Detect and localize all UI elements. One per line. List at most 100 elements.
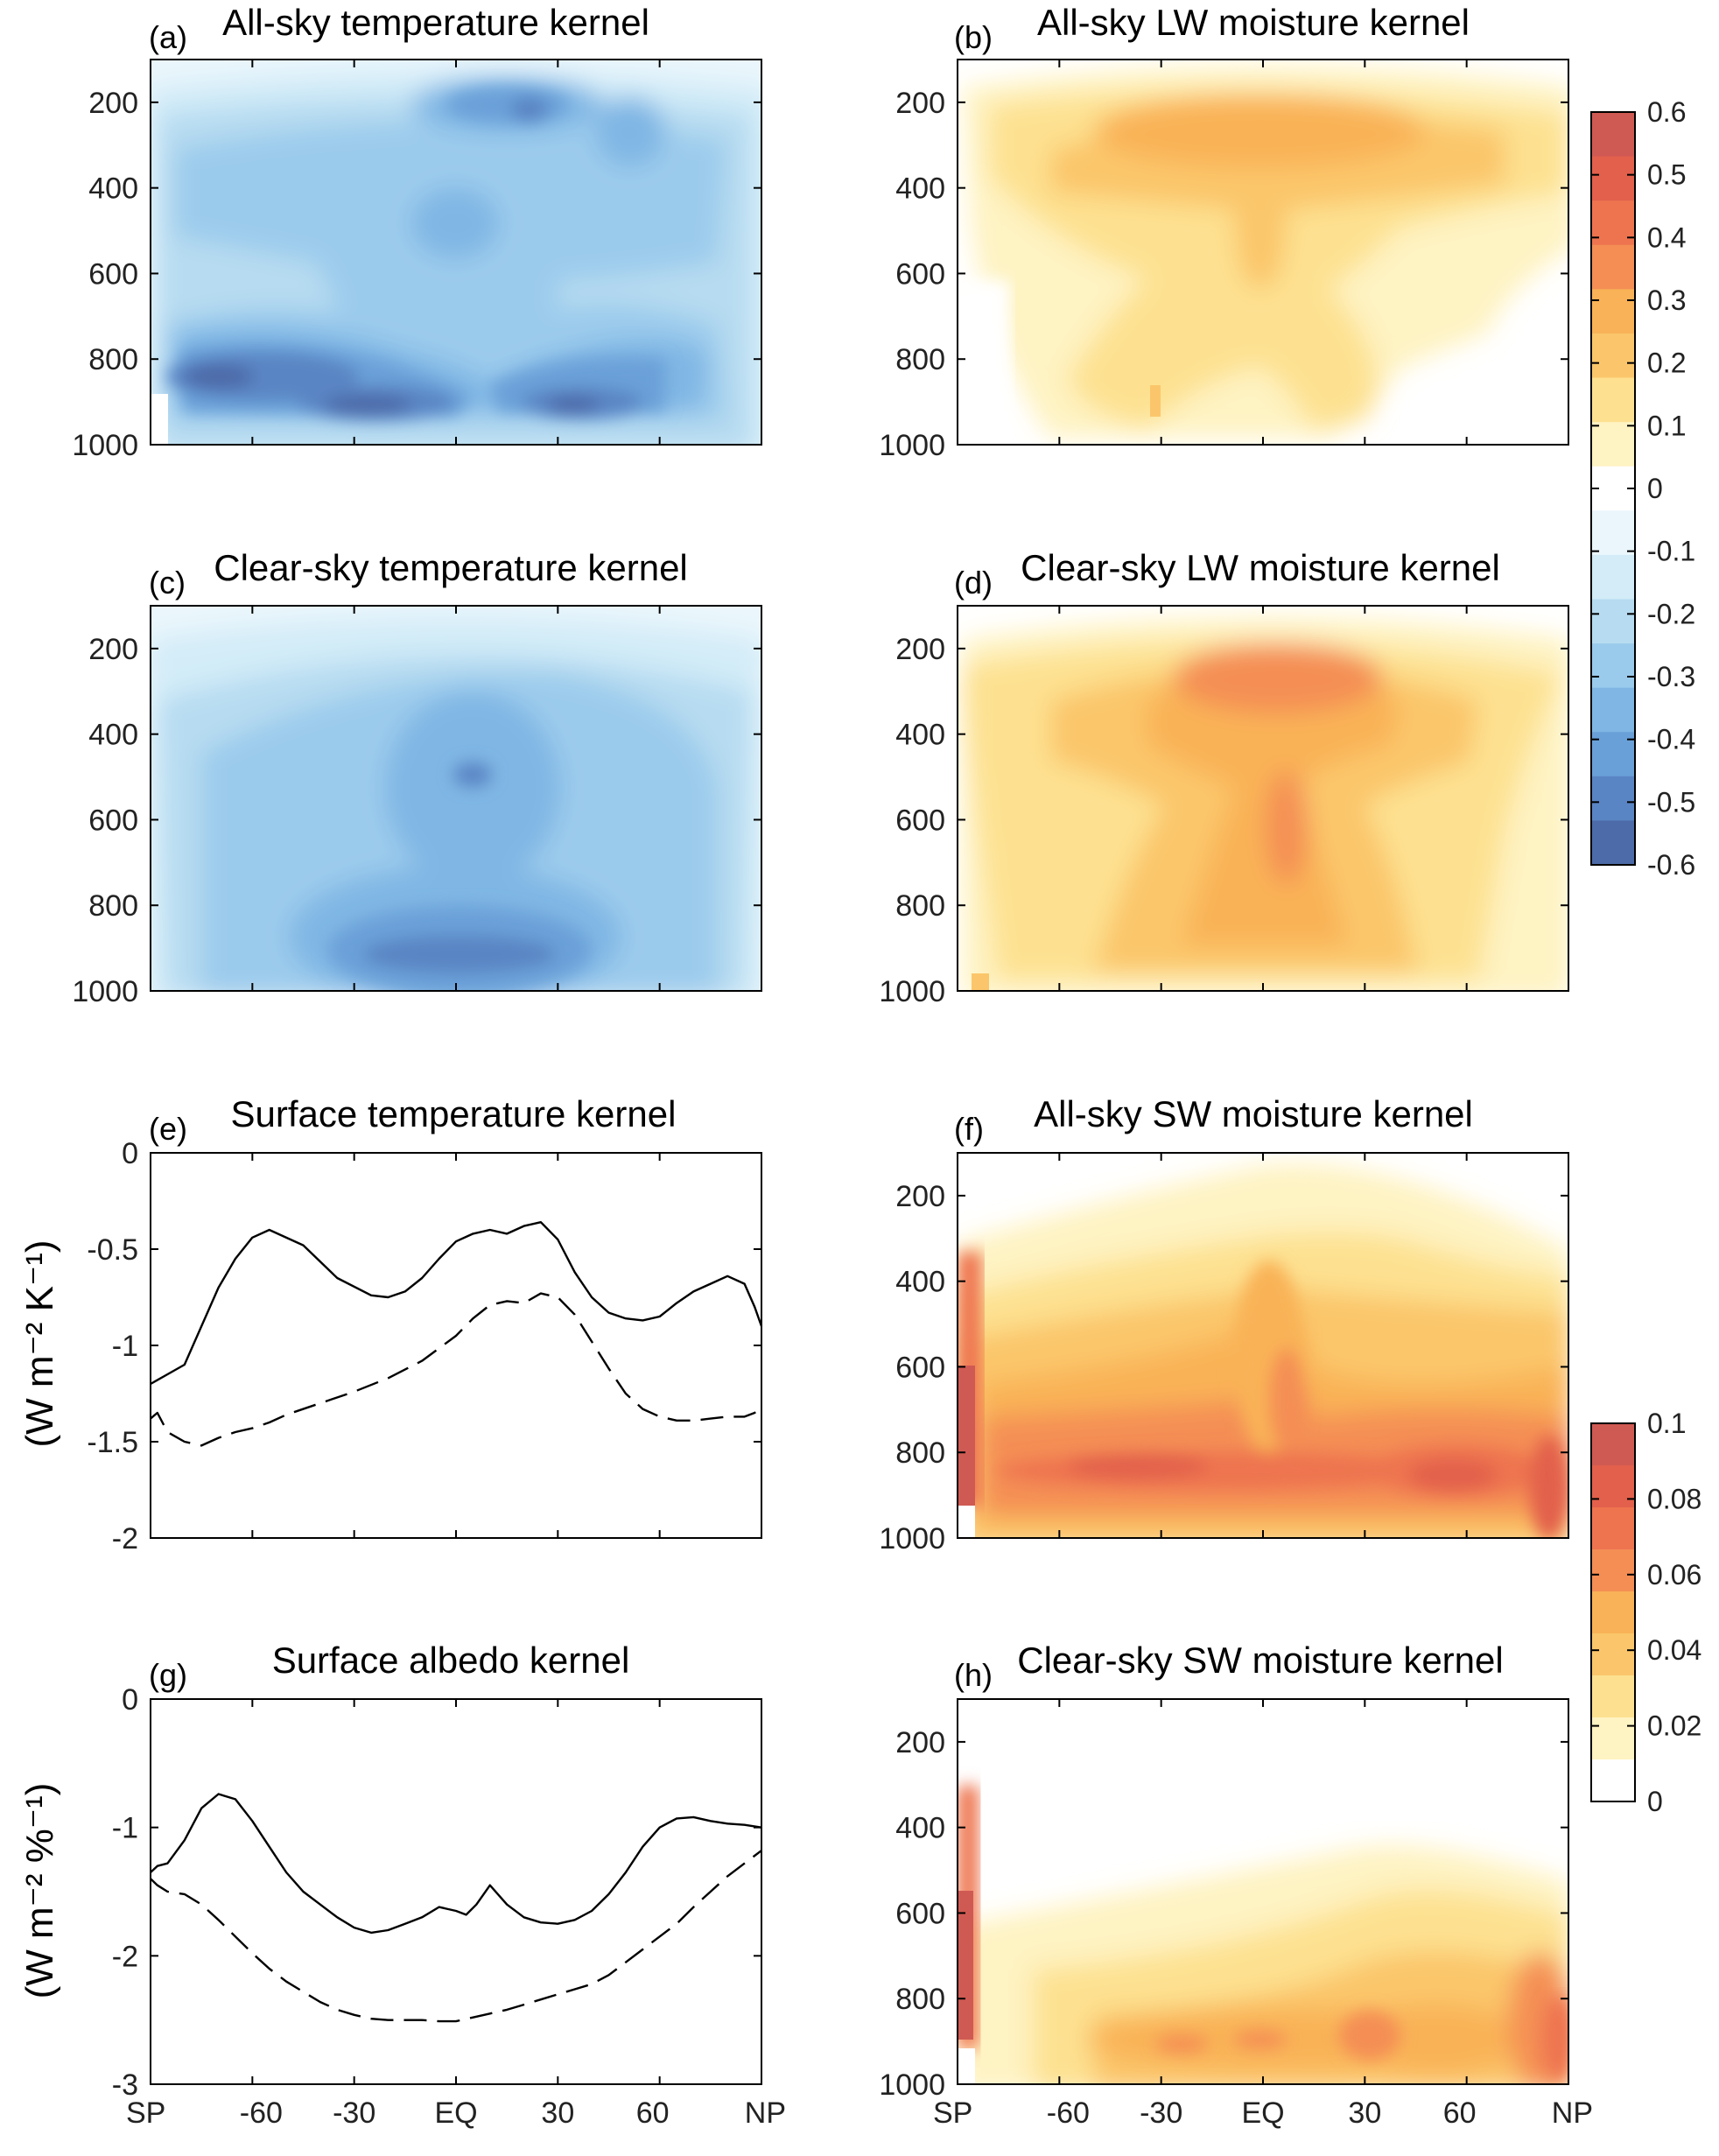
panel-a: (a) All-sky temperature kernel (72, 2, 762, 462)
x-tick-label: NP (1552, 2096, 1593, 2130)
y-tick-label: 400 (895, 719, 945, 752)
panel-d-label: (d) (954, 565, 993, 600)
colorbar-swatch (1591, 244, 1635, 290)
colorbar-tick-label: -0.3 (1647, 661, 1695, 692)
y-tick-label: 200 (895, 1726, 945, 1759)
colorbar-tick-label: -0.5 (1647, 786, 1695, 818)
colorbar-swatch (1591, 554, 1635, 600)
colorbar-swatch (1591, 1507, 1635, 1550)
colorbar-swatch (1591, 510, 1635, 556)
x-tick-label: 60 (1443, 2096, 1477, 2130)
y-tick-label: -0.5 (87, 1233, 138, 1267)
y-tick-label: 200 (895, 1180, 945, 1213)
panel-c-label: (c) (149, 565, 186, 600)
panel-g-xticks: SP -60 -30 EQ 30 60 NP (126, 1699, 786, 2130)
y-tick-label: 0 (122, 1683, 138, 1717)
colorbar-swatch (1591, 1591, 1635, 1634)
panel-g-label: (g) (149, 1657, 187, 1693)
y-tick-label: 1000 (879, 429, 945, 462)
x-tick-label: SP (933, 2096, 972, 2130)
panel-e-label: (e) (149, 1111, 187, 1147)
panel-h-heatmap (958, 1786, 1568, 2084)
panel-e-title: Surface temperature kernel (231, 1093, 677, 1134)
panel-h-label: (h) (954, 1657, 993, 1693)
panel-d-xticks (1058, 606, 1468, 991)
colorbar-swatch (1591, 1633, 1635, 1676)
y-tick-label: 200 (895, 87, 945, 120)
x-tick-label: -60 (240, 2096, 283, 2130)
x-tick-label: 60 (636, 2096, 670, 2130)
panel-f-heatmap (958, 1163, 1568, 1538)
colorbar-swatch (1591, 112, 1635, 158)
y-tick-label: 1000 (879, 1522, 945, 1556)
panel-d-title: Clear-sky LW moisture kernel (1021, 547, 1500, 588)
y-tick-label: 400 (88, 719, 138, 752)
colorbar-swatch (1591, 422, 1635, 467)
panel-a-title: All-sky temperature kernel (222, 2, 649, 43)
colorbar-swatch (1591, 1549, 1635, 1592)
panel-e: (e) Surface temperature kernel (W m⁻² K⁻… (18, 1093, 763, 1556)
y-tick-label: 800 (88, 343, 138, 376)
x-tick-label: EQ (434, 2096, 477, 2130)
colorbar-swatch (1591, 200, 1635, 246)
y-tick-label: 800 (895, 889, 945, 923)
y-tick-label: 0 (122, 1137, 138, 1170)
y-tick-label: 1000 (72, 975, 138, 1008)
panel-d: (d) Clear-sky LW moisture kernel 200 400 6… (879, 547, 1569, 1008)
panel-g-ylabel: (W m⁻² %⁻¹) (18, 1783, 61, 1999)
x-tick-label: 30 (1348, 2096, 1381, 2130)
colorbar-swatch (1591, 1465, 1635, 1508)
panel-b-title: All-sky LW moisture kernel (1037, 2, 1470, 43)
colorbar-swatch (1591, 333, 1635, 379)
x-tick-label: EQ (1241, 2096, 1284, 2130)
y-tick-label: 800 (88, 889, 138, 923)
colorbar-swatch (1591, 1675, 1635, 1718)
y-tick-label: 400 (88, 172, 138, 206)
y-tick-label: 400 (895, 172, 945, 206)
y-tick-label: 200 (895, 633, 945, 666)
colorbar-swatch (1591, 289, 1635, 334)
panel-a-heatmap (151, 60, 761, 445)
colorbar-tick-label: 0.1 (1647, 410, 1686, 441)
colorbar-tick-label: 0.4 (1647, 221, 1686, 253)
panel-g: (g) Surface albedo kernel (W m⁻² %⁻¹) 0 -… (18, 1640, 786, 2130)
colorbar-tick-label: 0.04 (1647, 1634, 1701, 1666)
panel-e-lines (150, 1220, 763, 1447)
colorbar-swatch (1591, 643, 1635, 689)
y-tick-label: 1000 (879, 975, 945, 1008)
colorbar-tick-label: 0.5 (1647, 159, 1686, 191)
y-tick-label: -1 (112, 1812, 138, 1845)
series-line-clear-sky (150, 1850, 762, 2023)
panel-f: (f) All-sky SW moisture kernel (879, 1093, 1569, 1556)
y-tick-label: -3 (112, 2068, 138, 2102)
colorbar-swatch (1591, 1759, 1635, 1802)
panel-h-xticks: SP -60 -30 EQ 30 60 NP (933, 1699, 1593, 2130)
colorbar-swatch (1591, 820, 1635, 866)
panel-b-label: (b) (954, 19, 993, 55)
panel-e-yticks: 0 -0.5 -1 -1.5 -2 (87, 1137, 761, 1556)
y-tick-label: 600 (88, 257, 138, 291)
colorbar-tick-label: 0.3 (1647, 284, 1686, 316)
colorbar-tick-label: 0.6 (1647, 96, 1686, 128)
panel-h-title: Clear-sky SW moisture kernel (1017, 1640, 1503, 1681)
x-tick-label: -60 (1047, 2096, 1090, 2130)
colorbar-swatch (1591, 599, 1635, 644)
y-tick-label: 600 (895, 804, 945, 837)
colorbar-swatch (1591, 377, 1635, 423)
y-tick-label: -1.5 (87, 1426, 138, 1459)
y-tick-label: 200 (88, 87, 138, 120)
panel-h-yticks: 200 400 600 800 1000 (879, 1726, 1568, 2102)
colorbar-swatch (1591, 1423, 1635, 1466)
y-tick-label: 600 (895, 1897, 945, 1930)
colorbar-swatch (1591, 776, 1635, 821)
colorbar-tick-label: 0 (1647, 473, 1663, 504)
panel-c: (c) Clear-sky temperature kernel 200 400 6… (72, 547, 762, 1008)
panel-e-xticks (251, 1153, 661, 1538)
y-tick-label: 600 (88, 804, 138, 837)
y-tick-label: 800 (895, 1983, 945, 2016)
panel-f-title: All-sky SW moisture kernel (1034, 1093, 1473, 1134)
panel-a-label: (a) (149, 19, 187, 55)
series-line-all-sky (150, 1220, 763, 1386)
y-tick-label: 400 (895, 1266, 945, 1299)
